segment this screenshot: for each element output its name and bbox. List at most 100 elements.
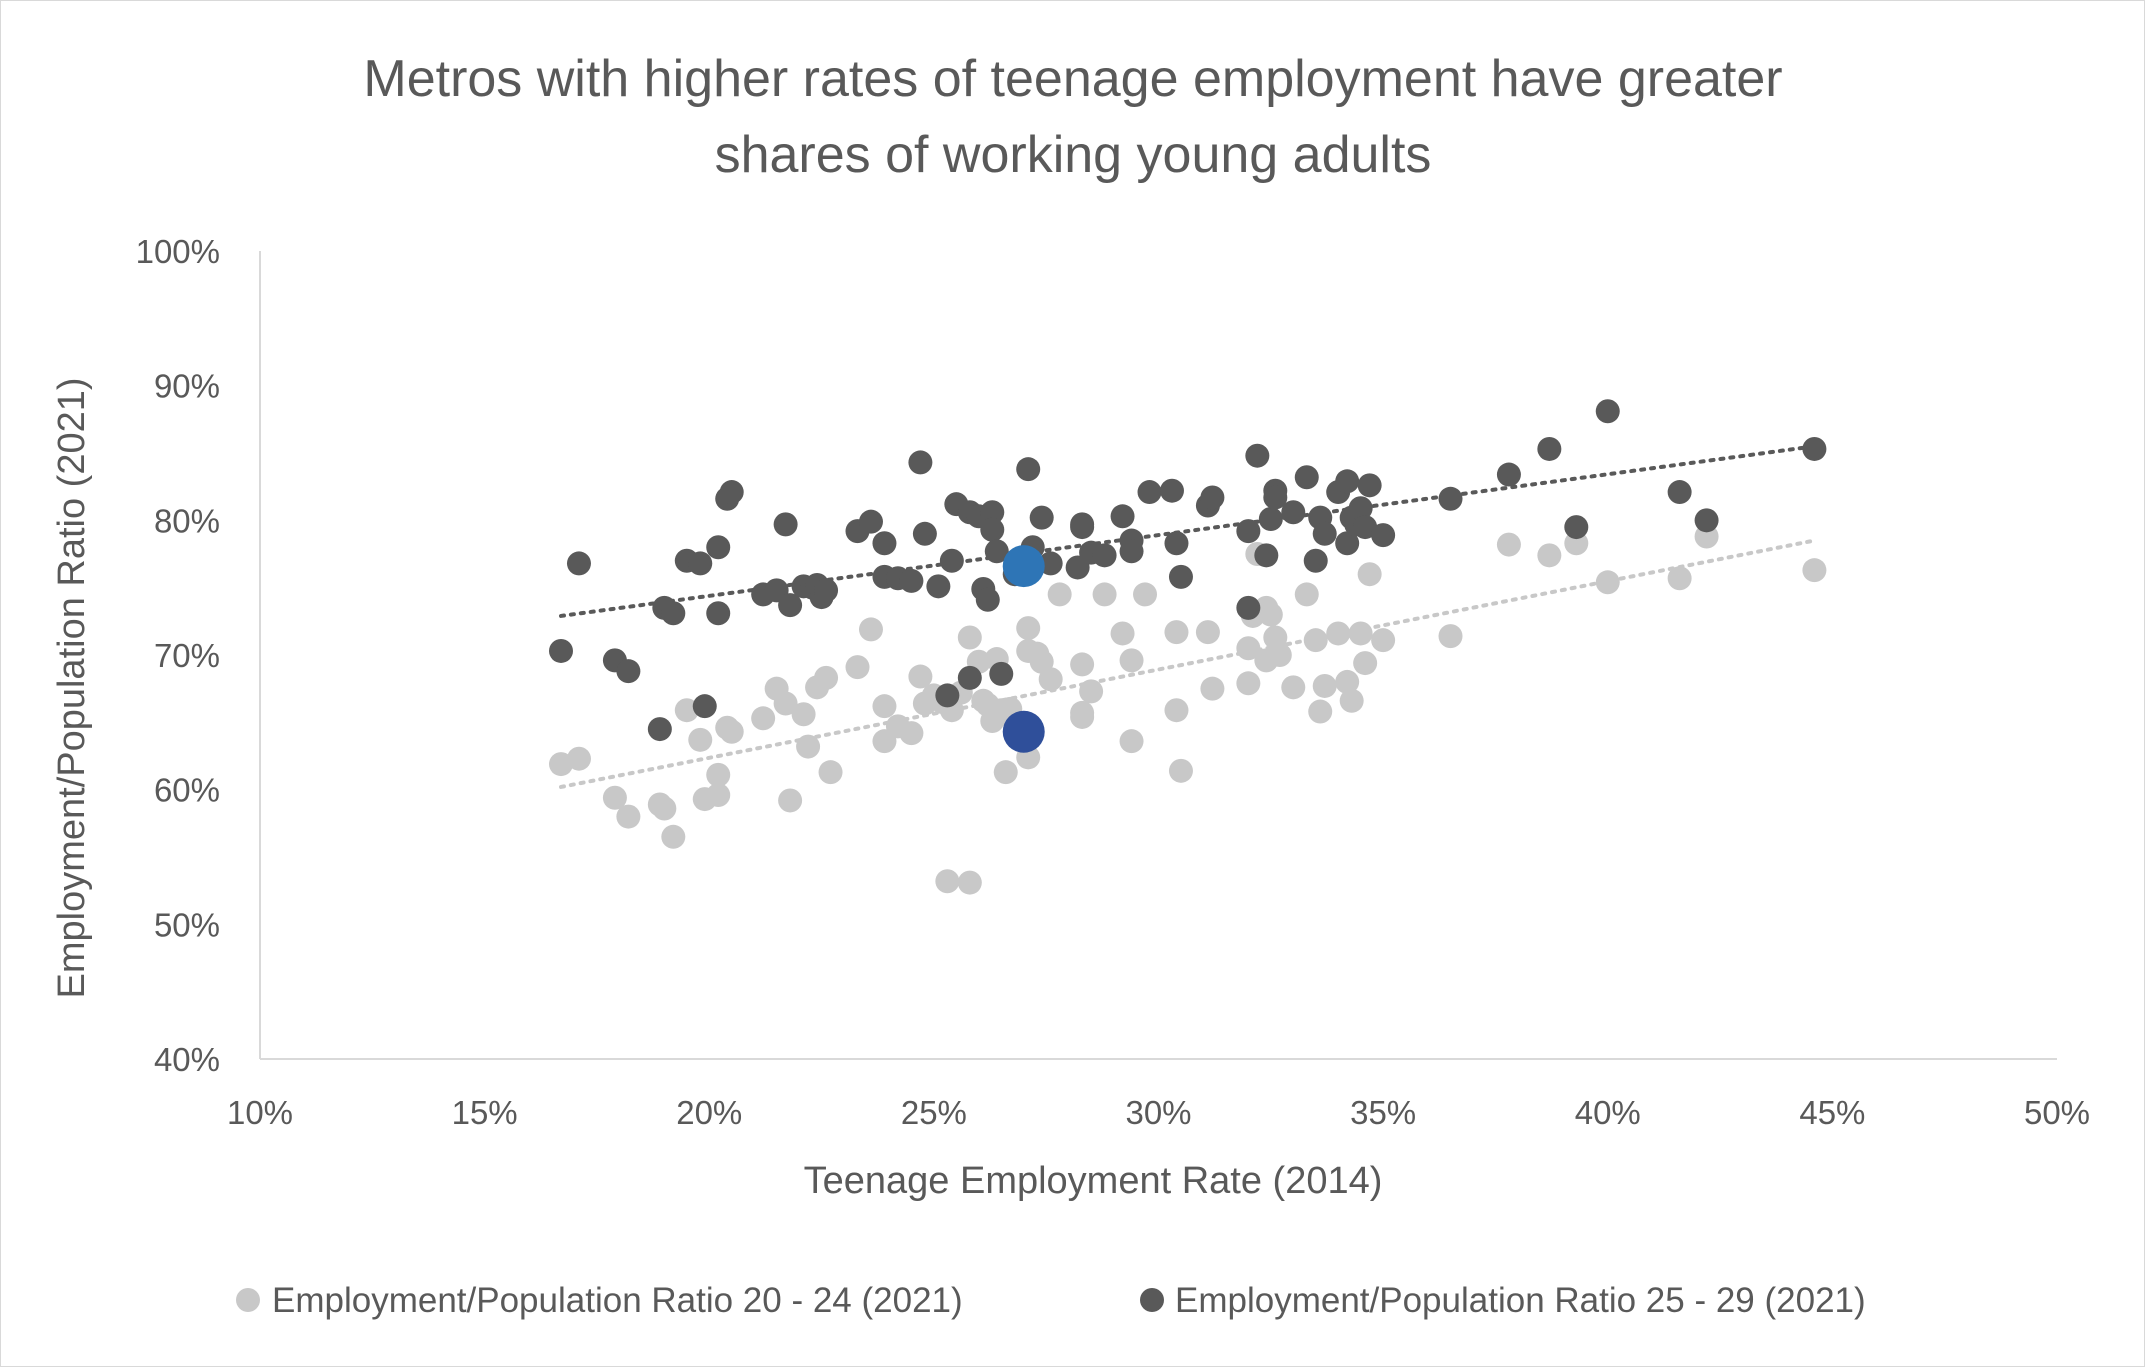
data-point-series-2 [1294, 465, 1319, 490]
data-points [548, 399, 1827, 895]
data-point-series-1 [935, 869, 960, 894]
data-point-series-2 [957, 665, 982, 690]
x-tick-label: 50% [2024, 1094, 2090, 1131]
data-point-series-1 [566, 746, 591, 771]
data-point-series-1 [1339, 688, 1364, 713]
data-point-series-2 [872, 531, 897, 556]
x-tick-label: 45% [1799, 1094, 1865, 1131]
x-tick-label: 10% [227, 1094, 293, 1131]
data-point-series-1 [814, 665, 839, 690]
data-point-series-2 [1254, 543, 1279, 568]
data-point-series-2 [1200, 485, 1225, 510]
data-point-series-1 [1168, 758, 1193, 783]
legend-label-20-24: Employment/Population Ratio 20 - 24 (202… [272, 1281, 963, 1320]
data-point-series-2 [1038, 551, 1063, 576]
data-point-series-2 [706, 535, 731, 560]
legend-marker-20-24 [236, 1288, 260, 1312]
data-point-series-2 [980, 517, 1005, 542]
data-point-series-2 [719, 480, 744, 505]
data-point-series-1 [796, 734, 821, 759]
data-point-series-2 [1438, 486, 1463, 511]
data-point-series-1 [1200, 676, 1225, 701]
y-tick-label: 100% [136, 233, 220, 270]
data-point-series-1 [688, 727, 713, 752]
data-point-series-1 [661, 824, 686, 849]
data-point-series-2 [647, 717, 672, 742]
data-point-series-1 [1110, 621, 1135, 646]
y-tick-label: 60% [154, 772, 220, 809]
data-point-series-2 [1236, 595, 1261, 620]
data-point-series-1 [1236, 636, 1261, 661]
data-point-series-1 [1281, 675, 1306, 700]
data-point-series-1 [1079, 679, 1104, 704]
data-point-series-2 [908, 450, 933, 475]
data-point-series-1 [1133, 582, 1158, 607]
data-point-series-2 [1303, 548, 1328, 573]
data-point-series-1 [1312, 673, 1337, 698]
data-point-series-2 [935, 683, 960, 708]
data-point-series-1 [1308, 699, 1333, 724]
data-point-series-2 [980, 500, 1005, 525]
data-point-series-1 [1371, 628, 1396, 653]
data-point-series-1 [706, 783, 731, 808]
data-point-series-1 [719, 719, 744, 744]
data-point-series-1 [858, 617, 883, 642]
data-point-series-2 [616, 659, 641, 684]
data-point-series-2 [1357, 473, 1382, 498]
data-point-series-1 [1667, 566, 1692, 591]
data-point-series-1 [1496, 532, 1521, 557]
data-point-series-2 [688, 551, 713, 576]
data-point-series-2 [1537, 436, 1562, 461]
data-point-series-1 [872, 694, 897, 719]
data-point-series-1 [706, 762, 731, 787]
data-point-series-1 [1537, 543, 1562, 568]
data-point-series-1 [773, 691, 798, 716]
data-point-series-2 [1312, 521, 1337, 546]
chart-title-line-1: Metros with higher rates of teenage empl… [363, 50, 1782, 108]
y-tick-label: 80% [154, 502, 220, 539]
data-point-series-2 [1595, 399, 1620, 424]
data-point-series-1 [778, 788, 803, 813]
data-point-series-2 [1137, 480, 1162, 505]
chart-title-line-2: shares of working young adults [715, 126, 1432, 184]
legend-marker-25-29 [1140, 1288, 1164, 1312]
data-point-series-1 [818, 760, 843, 785]
highlight-point-series-2 [1002, 545, 1045, 588]
x-tick-label: 30% [1125, 1094, 1191, 1131]
trendlines [558, 444, 1817, 789]
data-point-series-1 [1164, 698, 1189, 723]
data-point-series-2 [1110, 504, 1135, 529]
data-point-series-2 [1694, 508, 1719, 533]
data-point-series-1 [616, 804, 641, 829]
chart-title: Metros with higher rates of teenage empl… [363, 50, 1782, 184]
data-point-series-1 [1595, 570, 1620, 595]
data-point-series-2 [1281, 500, 1306, 525]
data-point-series-2 [1348, 496, 1373, 521]
data-point-series-1 [674, 698, 699, 723]
data-point-series-2 [1164, 531, 1189, 556]
data-point-series-1 [1348, 621, 1373, 646]
x-tick-label: 25% [901, 1094, 967, 1131]
data-point-series-2 [989, 661, 1014, 686]
x-tick-label: 15% [452, 1094, 518, 1131]
x-axis-tick-labels: 10% 15% 20% 25% 30% 35% 40% 45% 50% [227, 1094, 2090, 1131]
data-point-series-2 [778, 593, 803, 618]
data-point-series-1 [1119, 729, 1144, 754]
y-tick-label: 90% [154, 368, 220, 405]
y-axis-title: Employment/Population Ratio (2021) [51, 377, 93, 998]
data-point-series-2 [1258, 506, 1283, 531]
data-point-series-2 [1236, 519, 1261, 544]
y-tick-label: 70% [154, 637, 220, 674]
data-point-series-1 [1438, 624, 1463, 649]
data-point-series-2 [1168, 564, 1193, 589]
data-point-series-2 [773, 512, 798, 537]
data-point-series-1 [1326, 621, 1351, 646]
data-point-series-1 [1016, 616, 1041, 641]
data-point-series-1 [1038, 667, 1063, 692]
data-point-series-1 [1047, 582, 1072, 607]
data-point-series-1 [1236, 671, 1261, 696]
data-point-series-2 [912, 521, 937, 546]
data-point-series-1 [751, 706, 776, 731]
data-point-series-2 [899, 568, 924, 593]
